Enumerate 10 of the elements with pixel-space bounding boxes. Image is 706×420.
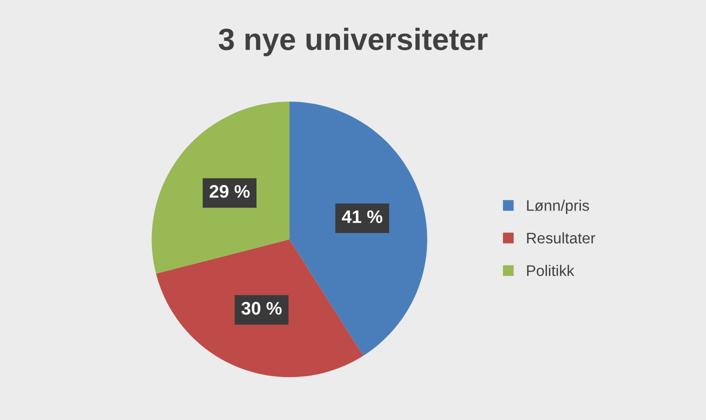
pie-slice	[289, 102, 428, 356]
pie-slice	[152, 102, 290, 274]
data-label: 29 %	[210, 185, 250, 198]
chart-title: 3 nye universiteter	[218, 28, 488, 56]
data-label: 41 %	[342, 210, 382, 224]
pie-slice	[156, 239, 364, 378]
data-label: 30 %	[241, 302, 282, 315]
legend-label: Politikk	[527, 264, 574, 276]
legend-label: Resultater	[527, 232, 596, 244]
legend-label: Lønn/pris	[527, 200, 590, 214]
